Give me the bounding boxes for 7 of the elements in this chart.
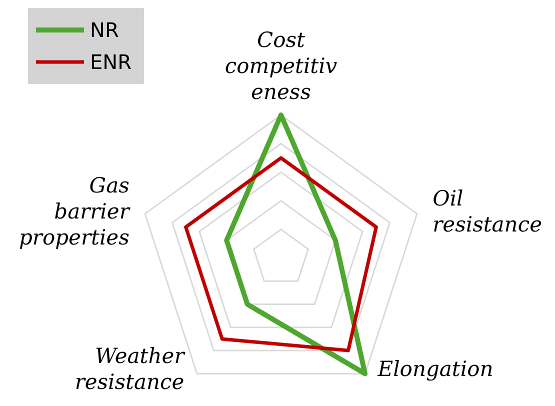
- spoke-label: Elongation: [376, 357, 494, 382]
- spoke-label: Gas barrier properties: [18, 173, 132, 250]
- spoke-label: Weather resistance: [74, 344, 186, 394]
- spoke-label: Cost competitiveness: [224, 28, 338, 104]
- legend-label: NR: [90, 18, 119, 42]
- legend-label: ENR: [90, 50, 132, 74]
- spoke-label: Oil resistance: [432, 186, 542, 236]
